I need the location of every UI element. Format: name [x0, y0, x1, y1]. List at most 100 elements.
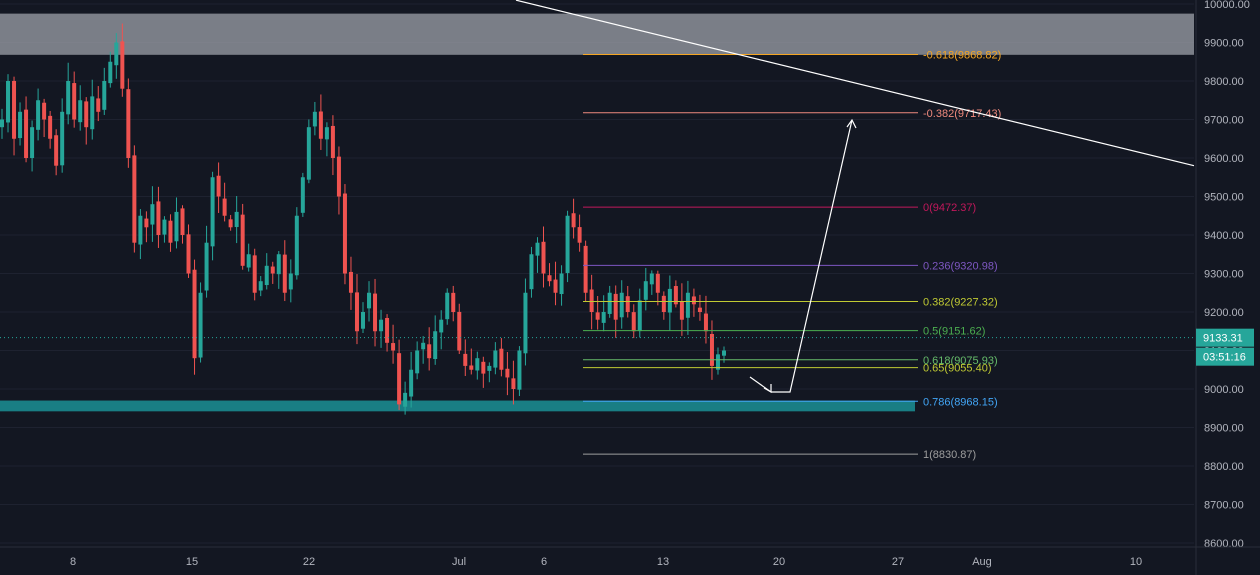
candle-body[interactable] [60, 111, 65, 166]
candle-body[interactable] [643, 281, 648, 300]
candle-body[interactable] [348, 271, 353, 293]
candle-body[interactable] [625, 296, 630, 312]
trendline[interactable] [515, 0, 1195, 167]
candle-body[interactable] [78, 100, 83, 123]
candle-body[interactable] [505, 368, 510, 378]
candle-body[interactable] [96, 98, 101, 112]
candle-body[interactable] [655, 273, 660, 293]
candle-body[interactable] [222, 198, 227, 216]
candle-body[interactable] [493, 350, 498, 368]
candle-body[interactable] [451, 292, 456, 312]
candle-body[interactable] [168, 220, 173, 243]
candle-body[interactable] [180, 208, 185, 235]
candle-body[interactable] [577, 227, 582, 243]
candle-body[interactable] [409, 369, 414, 397]
candle-body[interactable] [661, 295, 666, 312]
candle-body[interactable] [234, 211, 239, 228]
candle-body[interactable] [354, 292, 359, 332]
candle-body[interactable] [481, 361, 486, 374]
candle-body[interactable] [403, 392, 408, 407]
candle-body[interactable] [126, 89, 131, 158]
candle-body[interactable] [270, 266, 275, 274]
candle-body[interactable] [535, 242, 540, 256]
candle-body[interactable] [463, 353, 468, 366]
candle-body[interactable] [312, 111, 317, 127]
annotations[interactable] [0, 0, 1195, 394]
candle-body[interactable] [445, 292, 450, 320]
candle-body[interactable] [120, 41, 125, 89]
candle-body[interactable] [421, 342, 426, 350]
candle-body[interactable] [150, 204, 155, 225]
candle-body[interactable] [703, 313, 708, 332]
candle-body[interactable] [475, 358, 480, 371]
candle-body[interactable] [252, 255, 257, 293]
candle-body[interactable] [367, 292, 372, 309]
candle-body[interactable] [565, 215, 570, 273]
candle-body[interactable] [415, 350, 420, 374]
candle-body[interactable] [595, 312, 600, 320]
candle-body[interactable] [715, 354, 720, 370]
candle-body[interactable] [174, 211, 179, 242]
candle-body[interactable] [276, 254, 281, 275]
candle-body[interactable] [379, 319, 384, 332]
candle-body[interactable] [18, 111, 23, 139]
support-zone[interactable] [0, 400, 915, 412]
candle-body[interactable] [469, 365, 474, 370]
candle-body[interactable] [186, 234, 191, 274]
candle-body[interactable] [54, 135, 59, 166]
candle-body[interactable] [397, 353, 402, 405]
candle-body[interactable] [517, 350, 522, 390]
candle-body[interactable] [439, 319, 444, 333]
candle-body[interactable] [324, 127, 329, 140]
candle-body[interactable] [246, 254, 251, 268]
candle-body[interactable] [583, 245, 588, 293]
price-axis[interactable]: 10000.00 9900.00 9800.00 9700.00 9600.00 9500… [1195, 0, 1260, 575]
candle-body[interactable] [691, 296, 696, 305]
candle-body[interactable] [6, 81, 11, 123]
candle-body[interactable] [216, 175, 221, 197]
candle-body[interactable] [210, 177, 215, 247]
candle-body[interactable] [306, 127, 311, 180]
candle-body[interactable] [619, 292, 624, 318]
fibonacci-levels[interactable]: -0.618(9868.82) -0.382(9717.43) 0(9472.37)… [583, 50, 1001, 462]
candle-body[interactable] [589, 289, 594, 312]
candlestick-series[interactable] [0, 23, 726, 415]
candle-body[interactable] [258, 281, 263, 291]
candle-body[interactable] [198, 292, 203, 358]
candle-body[interactable] [138, 215, 143, 245]
candle-body[interactable] [336, 156, 341, 197]
candle-body[interactable] [72, 83, 77, 120]
candle-body[interactable] [108, 61, 113, 84]
candle-body[interactable] [457, 311, 462, 351]
candle-body[interactable] [709, 333, 714, 366]
candle-body[interactable] [36, 100, 41, 130]
candle-body[interactable] [613, 293, 618, 320]
candle-body[interactable] [282, 254, 287, 293]
candle-body[interactable] [529, 254, 534, 290]
candle-body[interactable] [42, 102, 47, 120]
candle-body[interactable] [631, 312, 636, 332]
candle-body[interactable] [300, 177, 305, 213]
candle-body[interactable] [318, 111, 323, 139]
candle-body[interactable] [722, 350, 726, 356]
candle-body[interactable] [228, 219, 233, 228]
candle-body[interactable] [84, 101, 89, 128]
candle-body[interactable] [637, 300, 642, 332]
candle-body[interactable] [361, 312, 365, 329]
candle-body[interactable] [288, 273, 293, 290]
candle-body[interactable] [649, 273, 654, 285]
candle-body[interactable] [162, 219, 167, 235]
candle-body[interactable] [156, 201, 161, 235]
time-axis[interactable]: 8 15 22 Jul 6 13 20 27 Aug 10 [0, 546, 1260, 568]
candle-body[interactable] [330, 125, 335, 158]
candle-body[interactable] [114, 42, 119, 66]
candle-body[interactable] [204, 242, 209, 291]
candle-body[interactable] [0, 119, 4, 128]
candle-body[interactable] [601, 312, 606, 323]
candle-body[interactable] [294, 215, 299, 276]
candle-body[interactable] [427, 344, 432, 359]
candle-body[interactable] [553, 279, 558, 293]
candle-body[interactable] [607, 292, 612, 314]
candle-body[interactable] [240, 214, 245, 266]
